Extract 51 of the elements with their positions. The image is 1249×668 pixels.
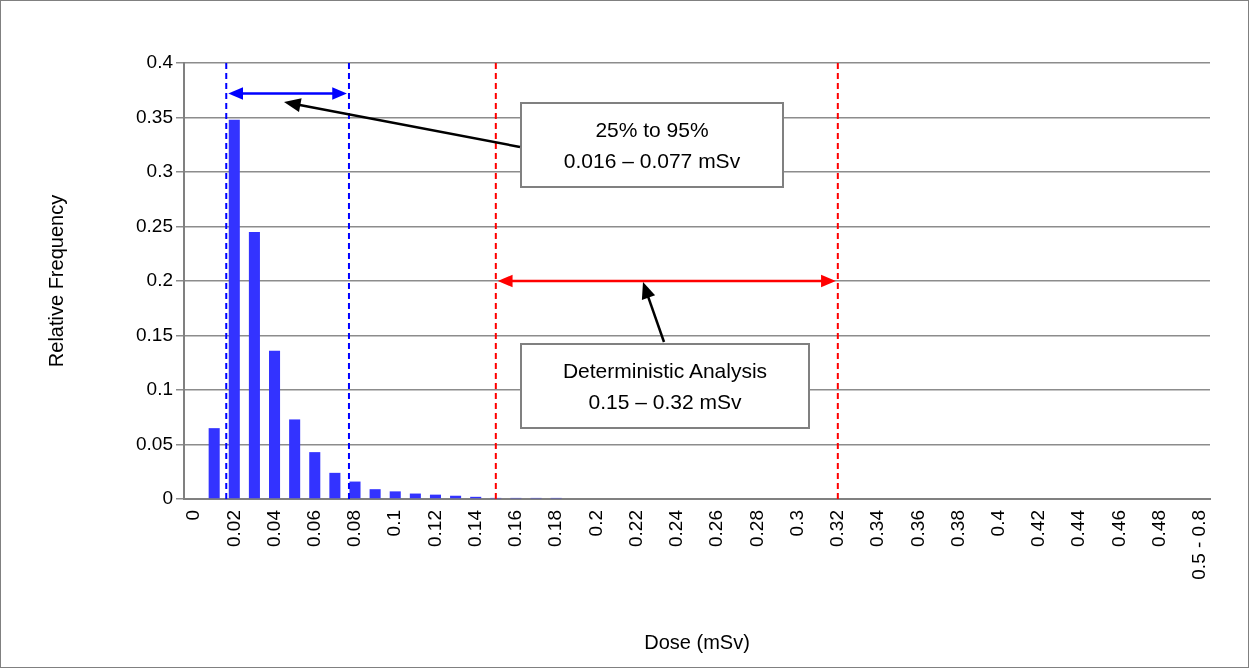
y-tick-label: 0.1 [146, 378, 173, 400]
y-tick-label: 0.25 [136, 214, 173, 236]
bar [248, 231, 260, 499]
y-tick-label: 0.35 [136, 105, 173, 127]
annotation: Deterministic Analysis 0.15 – 0.32 mSv [562, 358, 768, 415]
x-tick-label: 0.14 [463, 509, 485, 547]
x-tick-label: 0.04 [262, 509, 284, 547]
x-tick-label: 0.2 [584, 510, 606, 537]
x-tick-label: 0.08 [343, 510, 365, 547]
y-tick-label: 0 [162, 487, 173, 509]
x-tick-label: 0.24 [665, 509, 687, 547]
x-tick-label: 0.32 [826, 510, 848, 547]
bar [389, 491, 401, 499]
y-tick-label: 0.4 [146, 51, 174, 73]
x-tick-label: 0.4 [987, 509, 1008, 537]
x-tick-label: 0.16 [504, 510, 526, 547]
x-tick-label: 0.48 [1147, 510, 1169, 547]
x-tick-label: 0.44 [1067, 509, 1089, 547]
x-tick-label: 0 [182, 510, 204, 521]
x-tick-label: 0.46 [1107, 510, 1129, 547]
x-tick-label: 0.38 [946, 510, 968, 547]
x-tick-label: 0.36 [906, 510, 928, 547]
y-tick-label: 0.15 [136, 323, 173, 345]
x-tick-label: 0.42 [1027, 510, 1049, 547]
x-tick-label: 0.12 [423, 510, 445, 547]
x-tick-label: 0.26 [705, 510, 727, 547]
bar [349, 481, 361, 499]
callout-box: Deterministic Analysis 0.15 – 0.32 mSv [520, 343, 810, 429]
y-tick-label: 0.2 [146, 269, 173, 291]
bar [369, 489, 381, 499]
y-axis-title: Relative Frequency [44, 194, 67, 368]
annotation: 25% to 95% 0.016 – 0.077 mSv [563, 117, 741, 174]
callout-box: 25% to 95% 0.016 – 0.077 mSv [520, 102, 784, 188]
bar [269, 350, 281, 499]
bar [289, 419, 301, 499]
x-tick-label: 0.18 [544, 510, 566, 547]
bar [309, 452, 321, 499]
y-tick-label: 0.3 [146, 160, 173, 182]
x-tick-label: 0.34 [866, 509, 888, 547]
x-tick-label: 0.06 [303, 510, 324, 547]
x-tick-label: 0.28 [745, 510, 767, 547]
bar [208, 428, 220, 499]
x-tick-label: 0.3 [785, 510, 807, 537]
x-tick-label: 0.1 [383, 510, 405, 537]
x-axis-title: Dose (mSv) [644, 630, 750, 653]
x-tick-label: 0.02 [222, 510, 244, 547]
y-tick-label: 0.05 [136, 432, 173, 454]
bar [329, 472, 341, 499]
x-tick-label: 0.5 - 0.8 [1188, 510, 1210, 580]
bar [228, 119, 240, 499]
x-tick-label: 0.22 [624, 510, 646, 547]
